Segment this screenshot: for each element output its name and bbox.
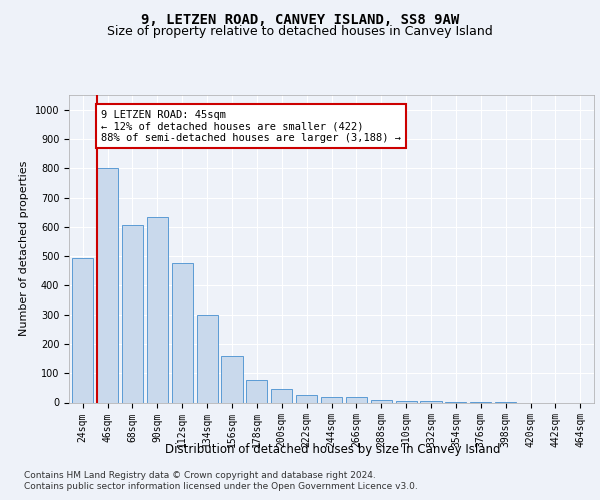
Y-axis label: Number of detached properties: Number of detached properties [19, 161, 29, 336]
Text: Contains HM Land Registry data © Crown copyright and database right 2024.: Contains HM Land Registry data © Crown c… [24, 471, 376, 480]
Bar [172, 264, 193, 402]
Bar [346, 397, 367, 402]
Bar [246, 380, 268, 402]
Bar [147, 216, 168, 402]
Bar [321, 397, 342, 402]
Text: Contains public sector information licensed under the Open Government Licence v3: Contains public sector information licen… [24, 482, 418, 491]
Bar [72, 258, 93, 402]
Text: 9 LETZEN ROAD: 45sqm
← 12% of detached houses are smaller (422)
88% of semi-deta: 9 LETZEN ROAD: 45sqm ← 12% of detached h… [101, 110, 401, 143]
Text: Distribution of detached houses by size in Canvey Island: Distribution of detached houses by size … [165, 442, 501, 456]
Text: 9, LETZEN ROAD, CANVEY ISLAND, SS8 9AW: 9, LETZEN ROAD, CANVEY ISLAND, SS8 9AW [141, 12, 459, 26]
Bar [197, 314, 218, 402]
Text: Size of property relative to detached houses in Canvey Island: Size of property relative to detached ho… [107, 25, 493, 38]
Bar [395, 401, 417, 402]
Bar [271, 390, 292, 402]
Bar [97, 168, 118, 402]
Bar [296, 395, 317, 402]
Bar [221, 356, 242, 403]
Bar [371, 400, 392, 402]
Bar [122, 226, 143, 402]
